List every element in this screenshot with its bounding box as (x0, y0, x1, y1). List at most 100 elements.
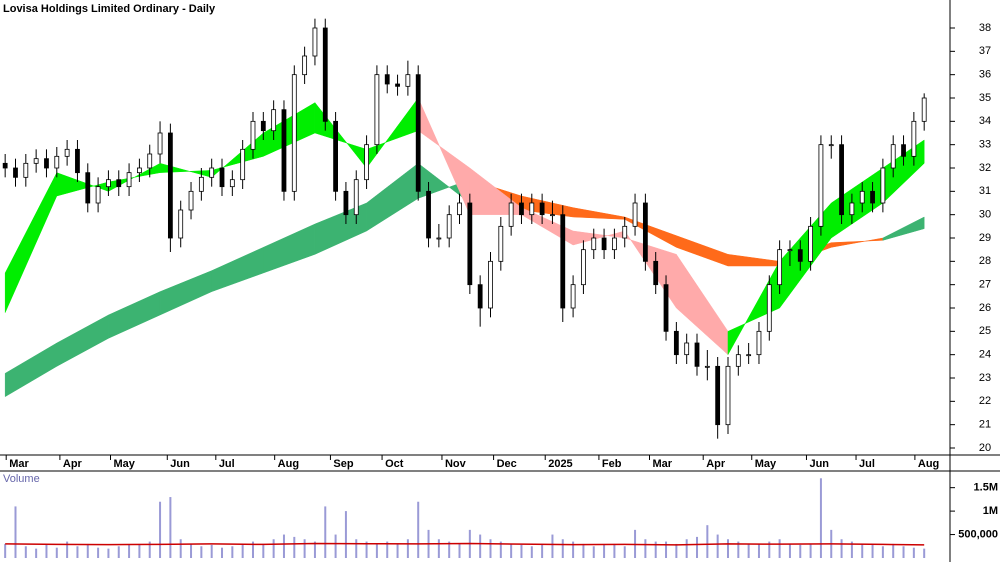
axes: 20 21 22 23 24 25 26 27 28 29 30 31 32 33 34 35 36 37 38 Ma… (5, 22, 998, 540)
x-tick-label: Sep (333, 458, 353, 470)
candle-body (632, 202, 638, 227)
candle-body (756, 330, 762, 356)
volume-bar (520, 544, 523, 558)
candle-body (95, 186, 101, 204)
volume-bar (97, 547, 100, 558)
candle-body (550, 214, 555, 217)
y-tick-label: 30 (979, 209, 991, 221)
volume-bar (324, 506, 327, 558)
candle-body (622, 225, 628, 239)
candle-body (880, 167, 886, 204)
candle-body (333, 120, 338, 192)
volume-bar (282, 534, 285, 558)
y-tick-label: 20 (979, 442, 991, 454)
candle-body (426, 190, 431, 239)
candle-body (353, 179, 359, 216)
y-tick-label: 28 (979, 255, 991, 267)
volume-bar (892, 543, 895, 558)
candle-body (735, 354, 741, 367)
volume-bar (448, 541, 451, 558)
y-tick-label: 25 (979, 325, 991, 337)
candle-body (147, 153, 153, 169)
candle-body (23, 162, 29, 178)
x-tick-label: Nov (445, 458, 467, 470)
volume-bar (200, 546, 203, 558)
candle-body (704, 365, 710, 368)
volume-bar (788, 543, 791, 558)
volume-bar (313, 541, 316, 558)
y-tick-label: 34 (979, 115, 991, 127)
volume-bar (210, 544, 213, 558)
candle-body (405, 74, 411, 87)
candle-body (570, 284, 576, 309)
candle-body (890, 144, 896, 169)
volume-average (5, 542, 925, 546)
candle-body (198, 176, 204, 192)
candle-body (498, 225, 504, 262)
candle-body (684, 342, 690, 356)
candle-body (828, 144, 834, 147)
x-tick-label: May (755, 458, 777, 470)
y-tick-label: 22 (979, 395, 991, 407)
candle-body (44, 158, 49, 169)
candle-body (725, 365, 731, 426)
candle-body (85, 172, 91, 204)
volume-bar (334, 534, 337, 558)
candle-body (13, 167, 18, 178)
volume-bar (592, 546, 595, 558)
candle-body (746, 354, 752, 357)
volume-bar (406, 539, 409, 558)
volume-bar (365, 541, 368, 558)
volume-bar (850, 541, 853, 558)
candle-body (2, 162, 8, 169)
volume-bar (572, 541, 575, 558)
volume-pane (4, 478, 926, 558)
volume-bar (799, 544, 802, 558)
x-tick-label: Aug (918, 458, 939, 470)
y-tick-label: 37 (979, 45, 991, 57)
candle-body (260, 120, 266, 132)
volume-bar (768, 541, 771, 558)
volume-bar (35, 548, 38, 558)
candle-body (642, 202, 648, 262)
volume-bar (654, 541, 657, 558)
volume-bar (396, 543, 399, 558)
volume-bar (262, 543, 265, 558)
volume-bar (293, 536, 296, 558)
x-tick-label: Aug (278, 458, 299, 470)
candle-body (612, 237, 617, 251)
candle-body (839, 144, 844, 216)
candle-body (281, 109, 287, 192)
volume-bar (117, 546, 120, 558)
volume-bar (541, 543, 544, 558)
volume-bar (613, 543, 616, 558)
candle-body (33, 158, 39, 164)
x-tick-label: Mar (9, 458, 29, 470)
x-tick-label: Jun (170, 458, 190, 470)
volume-bar (148, 541, 151, 558)
volume-bar (344, 511, 347, 558)
y-tick-label: 26 (979, 302, 991, 314)
x-tick-label: Apr (63, 458, 83, 470)
volume-bar (231, 546, 234, 558)
y-tick-label: 35 (979, 92, 991, 104)
volume-bar (24, 546, 27, 558)
candle-body (126, 172, 132, 188)
volume-bar (623, 546, 626, 558)
volume-bar (159, 501, 162, 558)
volume-bar (55, 547, 58, 558)
candle-body (488, 260, 493, 309)
x-tick-label: 2025 (548, 458, 572, 470)
candle-body (219, 167, 225, 188)
volume-bar (221, 547, 224, 558)
volume-bar (355, 539, 358, 558)
candle-body (178, 209, 184, 239)
candle-body (54, 155, 60, 169)
candle-body (157, 132, 163, 155)
volume-bar (179, 539, 182, 558)
volume-bar (241, 543, 244, 558)
volume-bar (778, 539, 781, 558)
volume-bar (696, 536, 699, 558)
volume-bar (86, 543, 89, 558)
